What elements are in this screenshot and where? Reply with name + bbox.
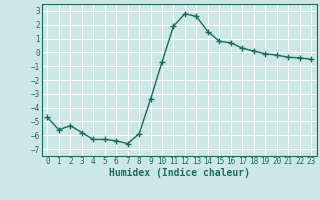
X-axis label: Humidex (Indice chaleur): Humidex (Indice chaleur)	[109, 168, 250, 178]
